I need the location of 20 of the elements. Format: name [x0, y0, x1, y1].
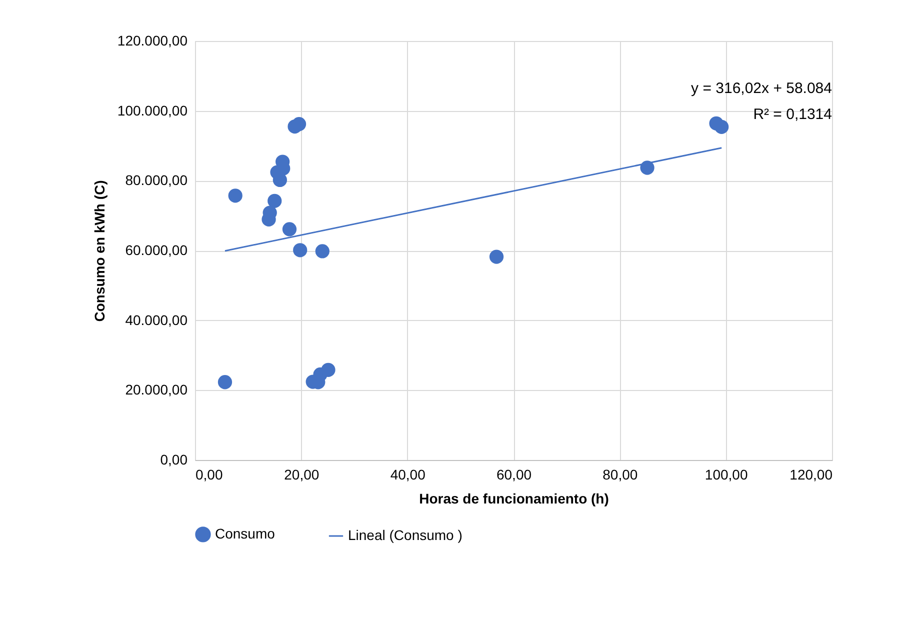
y-tick-label: 100.000,00: [117, 102, 188, 118]
y-tick-label: 40.000,00: [125, 312, 188, 328]
x-tick-label: 60,00: [496, 466, 532, 482]
y-axis-title: Consumo en kWh (C): [91, 180, 108, 322]
legend-label: Lineal (Consumo ): [348, 527, 462, 543]
x-tick-label: 120,00: [790, 466, 833, 482]
x-tick-label: 80,00: [602, 466, 638, 482]
annotation: y = 316,02x + 58.084: [691, 80, 832, 97]
x-tick-label: 100,00: [704, 466, 748, 482]
x-tick-label: 20,00: [284, 466, 320, 482]
annotation: R² = 0,1314: [753, 106, 832, 123]
x-tick-label: 40,00: [390, 466, 426, 482]
x-axis-title: Horas de funcionamiento (h): [419, 490, 609, 506]
legend-label: Consumo: [215, 525, 276, 542]
y-tick-label: 0,00: [160, 452, 188, 468]
x-tick-label: 0,00: [196, 466, 223, 482]
y-tick-label: 60.000,00: [125, 242, 188, 258]
y-tick-label: 120.000,00: [117, 32, 188, 48]
y-tick-label: 20.000,00: [125, 382, 188, 398]
y-tick-label: 80.000,00: [125, 172, 188, 188]
